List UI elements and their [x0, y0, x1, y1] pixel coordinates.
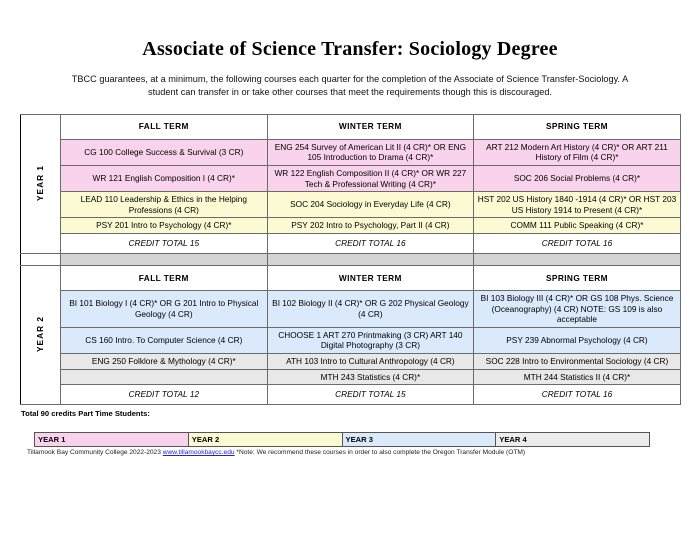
legend-item-year1: YEAR 1	[34, 432, 189, 448]
colophon: Tillamook Bay Community College 2022-202…	[13, 447, 687, 456]
course-cell-spring: SOC 206 Social Problems (4 CR)*	[473, 164, 681, 193]
table-row: CS 160 Intro. To Computer Science (4 CR)…	[21, 326, 681, 355]
credit-total-fall: CREDIT TOTAL 12	[60, 384, 268, 406]
term-header-winter-year2: WINTER TERM	[266, 264, 475, 291]
course-cell-fall: CG 100 College Success & Survival (3 CR)	[60, 138, 268, 166]
course-cell-winter: PSY 202 Intro to Psychology, Part II (4 …	[266, 217, 475, 234]
separator-cell-spring	[473, 252, 681, 266]
separator-cell-fall	[60, 252, 268, 266]
course-cell-spring: HST 202 US History 1840 -1914 (4 CR)* OR…	[473, 191, 681, 219]
course-cell-spring: SOC 228 Intro to Environmental Sociology…	[473, 353, 681, 370]
course-cell-winter: ATH 103 Intro to Cultural Anthropology (…	[266, 353, 475, 370]
course-cell-spring: PSY 239 Abnormal Psychology (4 CR)	[473, 326, 681, 355]
course-cell-spring: BI 103 Biology III (4 CR)* OR GS 108 Phy…	[473, 289, 681, 328]
year-legend-table: YEAR 1 YEAR 2 YEAR 3 YEAR 4	[34, 432, 650, 448]
course-plan-table: YEAR 1 FALL TERM WINTER TERM SPRING TERM…	[20, 113, 681, 406]
total-credits-note: Total 90 credits Part Time Students:	[21, 409, 150, 419]
course-cell-fall: ENG 250 Folklore & Mythology (4 CR)*	[60, 353, 268, 370]
credit-total-row-year1: CREDIT TOTAL 15 CREDIT TOTAL 16 CREDIT T…	[21, 232, 681, 254]
intro-paragraph: TBCC guarantees, at a minimum, the follo…	[71, 74, 629, 98]
legend-item-year2: YEAR 2	[187, 432, 343, 448]
term-header-spring-year2: SPRING TERM	[473, 264, 681, 291]
course-cell-winter: WR 122 English Composition II (4 CR)* OR…	[266, 164, 475, 193]
legend-item-year4: YEAR 4	[495, 432, 650, 448]
course-cell-winter: SOC 204 Sociology in Everyday Life (4 CR…	[266, 191, 475, 219]
colophon-suffix: *Note: We recommend these courses in ord…	[234, 449, 526, 457]
course-cell-winter: MTH 243 Statistics (4 CR)*	[266, 368, 475, 386]
separator-cell-year	[20, 252, 61, 266]
table-row: LEAD 110 Leadership & Ethics in the Help…	[21, 191, 681, 219]
credit-total-fall: CREDIT TOTAL 15	[60, 232, 268, 254]
term-header-fall-year2: FALL TERM	[60, 264, 268, 291]
term-header-winter-year1: WINTER TERM	[266, 113, 475, 140]
legend-item-year3: YEAR 3	[341, 432, 497, 448]
table-row: ENG 250 Folklore & Mythology (4 CR)* ATH…	[21, 353, 681, 370]
colophon-prefix: Tillamook Bay Community College 2022-202…	[27, 449, 163, 457]
page-title: Associate of Science Transfer: Sociology…	[142, 38, 558, 60]
legend-row: YEAR 1 YEAR 2 YEAR 3 YEAR 4	[34, 432, 650, 448]
term-header-spring-year1: SPRING TERM	[473, 113, 681, 140]
course-cell-fall: PSY 201 Intro to Psychology (4 CR)*	[60, 217, 268, 234]
course-cell-fall: LEAD 110 Leadership & Ethics in the Help…	[60, 191, 268, 219]
table-header-row-year2: YEAR 2 FALL TERM WINTER TERM SPRING TERM	[20, 264, 681, 406]
course-cell-spring: COMM 111 Public Speaking (4 CR)*	[473, 217, 681, 234]
course-cell-fall: BI 101 Biology I (4 CR)* OR G 201 Intro …	[60, 289, 268, 328]
year-label-year1: YEAR 1	[20, 113, 61, 254]
table-row: CG 100 College Success & Survival (3 CR)…	[21, 138, 681, 166]
term-header-fall-year1: FALL TERM	[60, 113, 268, 140]
course-cell-fall: CS 160 Intro. To Computer Science (4 CR)	[60, 326, 268, 355]
credit-total-winter: CREDIT TOTAL 16	[266, 232, 475, 254]
credit-total-row-year2: CREDIT TOTAL 12 CREDIT TOTAL 15 CREDIT T…	[21, 384, 681, 406]
course-cell-spring: MTH 244 Statistics II (4 CR)*	[473, 368, 681, 386]
college-website-link[interactable]: www.tillamookbaycc.edu	[162, 449, 235, 457]
credit-total-winter: CREDIT TOTAL 15	[266, 384, 475, 406]
separator-cell-winter	[266, 252, 475, 266]
table-header-row-year1: YEAR 1 FALL TERM WINTER TERM SPRING TERM	[20, 113, 681, 254]
course-cell-winter: BI 102 Biology II (4 CR)* OR G 202 Physi…	[266, 289, 475, 328]
year-label-year2: YEAR 2	[20, 264, 61, 406]
course-cell-winter: CHOOSE 1 ART 270 Printmaking (3 CR) ART …	[266, 326, 475, 355]
course-cell-spring: ART 212 Modern Art History (4 CR)* OR AR…	[473, 138, 681, 166]
year-legend-container: YEAR 1 YEAR 2 YEAR 3 YEAR 4	[20, 418, 680, 448]
course-cell-fall	[60, 368, 268, 386]
table-row: MTH 243 Statistics (4 CR)* MTH 244 Stati…	[21, 368, 681, 386]
table-row: WR 121 English Composition I (4 CR)* WR …	[21, 164, 681, 193]
plan-table-container: YEAR 1 FALL TERM WINTER TERM SPRING TERM…	[20, 100, 681, 406]
credit-total-spring: CREDIT TOTAL 16	[473, 232, 681, 254]
course-cell-fall: WR 121 English Composition I (4 CR)*	[60, 164, 268, 193]
year-separator-row	[20, 252, 681, 266]
table-row: PSY 201 Intro to Psychology (4 CR)* PSY …	[21, 217, 681, 234]
table-row: BI 101 Biology I (4 CR)* OR G 201 Intro …	[21, 289, 681, 328]
credit-total-spring: CREDIT TOTAL 16	[473, 384, 681, 406]
course-cell-winter: ENG 254 Survey of American Lit II (4 CR)…	[266, 138, 475, 166]
